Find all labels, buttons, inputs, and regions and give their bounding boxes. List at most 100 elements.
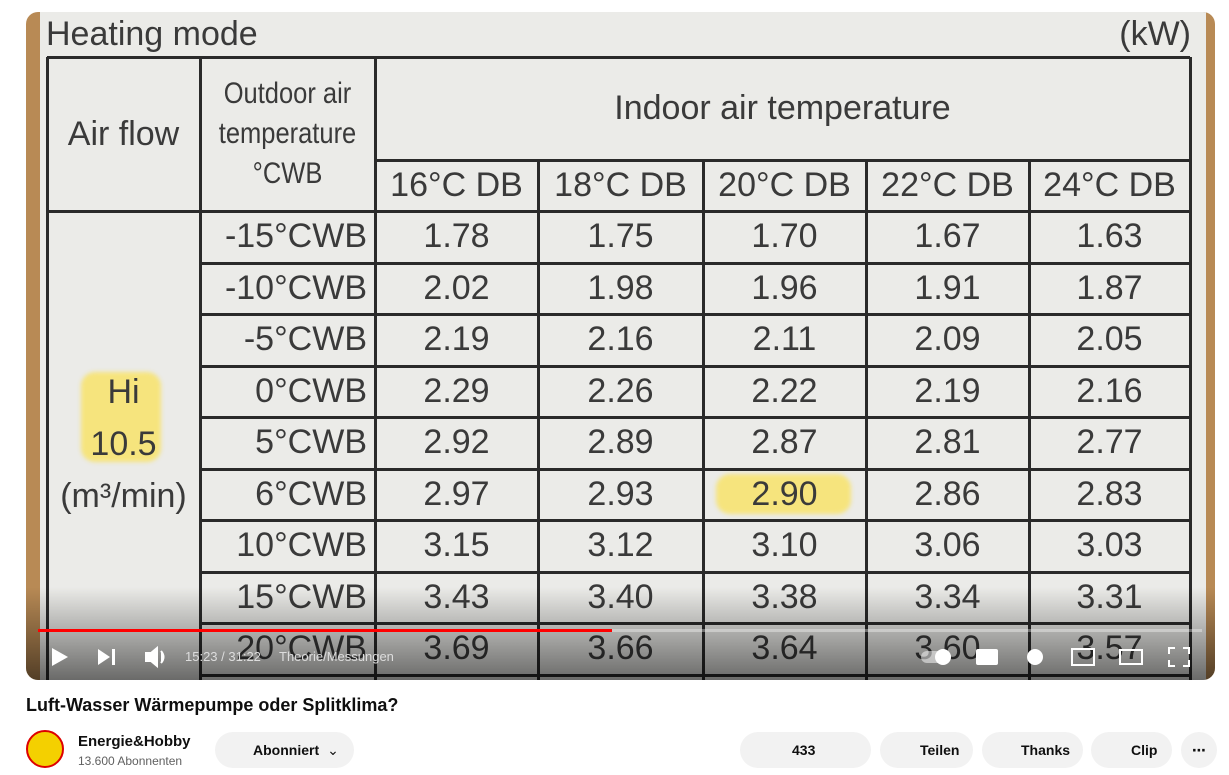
like-count: 433 — [792, 742, 816, 758]
table-value: 2.16 — [587, 320, 654, 359]
thanks-label: Thanks — [1021, 742, 1071, 758]
subscribe-label: Abonniert — [253, 742, 320, 758]
table-value: 2.97 — [423, 474, 490, 513]
airflow-label-line: (m³/min) — [60, 477, 187, 515]
time-display: 15:23 / 31:22 — [185, 649, 261, 664]
table-value: 1.70 — [751, 217, 818, 256]
grid-line — [537, 160, 540, 680]
grid-line — [47, 210, 1190, 213]
grid-line — [374, 57, 377, 680]
table-value: 3.10 — [751, 526, 818, 565]
grid-line — [46, 57, 49, 680]
table-unit: (kW) — [1119, 14, 1191, 53]
table-value: 3.12 — [587, 526, 654, 565]
row-label: -5°CWB — [243, 320, 367, 359]
video-frame — [40, 12, 1206, 680]
share-label: Teilen — [920, 742, 960, 758]
table-value: 2.89 — [587, 423, 654, 462]
grid-line — [1189, 57, 1192, 680]
airflow-label: Hi 10.5 (m³/min) — [47, 211, 200, 680]
table-value: 1.87 — [1076, 268, 1143, 307]
miniplayer-button[interactable] — [1071, 648, 1095, 666]
table-value: 2.77 — [1076, 423, 1143, 462]
outdoor-header-line: Outdoor air — [223, 77, 352, 110]
column-header: 16°C DB — [390, 166, 523, 204]
column-header: 20°C DB — [718, 166, 851, 204]
autoplay-knob — [935, 649, 951, 665]
clip-label: Clip — [1131, 742, 1158, 758]
table-value: 2.29 — [423, 371, 490, 410]
grid-line — [1028, 160, 1031, 680]
grid-line — [200, 313, 1190, 316]
channel-avatar[interactable] — [26, 730, 64, 768]
video-player[interactable]: Heating mode (kW) Air flow Outdoor air tempe… — [26, 12, 1215, 680]
settings-button[interactable] — [1027, 649, 1043, 665]
play-button[interactable] — [52, 648, 68, 666]
highlight — [716, 474, 851, 514]
table: Heating mode (kW) Air flow Outdoor air tempe… — [26, 12, 1215, 680]
chapter[interactable]: Theorie/Messungen — [279, 649, 394, 664]
table-value: 2.05 — [1076, 320, 1143, 359]
grid-line — [375, 159, 1190, 162]
table-value: 2.90 — [751, 474, 818, 513]
player-controls — [52, 645, 1190, 669]
grid-line — [200, 416, 1190, 419]
table-value: 2.19 — [914, 371, 981, 410]
table-value: 2.09 — [914, 320, 981, 359]
table-value: 3.15 — [423, 526, 490, 565]
table-value: 1.91 — [914, 268, 981, 307]
row-label: 5°CWB — [255, 423, 367, 462]
controls-shade — [26, 587, 1215, 680]
fullscreen-button[interactable] — [1168, 647, 1190, 667]
grid-line — [200, 519, 1190, 522]
subtitles-button[interactable] — [976, 649, 998, 665]
volume-button[interactable] — [145, 645, 165, 669]
table-title: Heating mode — [46, 14, 258, 53]
table-value: 1.63 — [1076, 217, 1143, 256]
highlight — [81, 372, 161, 462]
row-label: 6°CWB — [255, 474, 367, 513]
more-button[interactable]: ⋯ — [1181, 732, 1217, 768]
like-button[interactable]: 433 — [740, 732, 871, 768]
table-value: 1.96 — [751, 268, 818, 307]
row-label: -15°CWB — [224, 217, 367, 256]
airflow-header: Air flow — [67, 114, 180, 153]
table-value: 2.16 — [1076, 371, 1143, 410]
grid-line — [200, 261, 1190, 265]
airflow-label-line: Hi — [107, 373, 140, 411]
row-label: 0°CWB — [255, 371, 367, 410]
airflow-label-line: 10.5 — [90, 425, 157, 463]
table-value: 1.75 — [587, 217, 654, 256]
grid-line — [47, 56, 1190, 59]
chevron: ⌄ — [327, 741, 339, 758]
table-value: 2.93 — [587, 474, 654, 513]
table-value: 1.67 — [914, 217, 981, 256]
clip-button[interactable]: Clip — [1091, 732, 1172, 768]
column-header: 24°C DB — [1043, 166, 1176, 204]
column-header: 18°C DB — [554, 166, 687, 204]
table-value: 2.83 — [1076, 474, 1143, 513]
grid-line — [865, 160, 868, 680]
theater-button[interactable] — [1119, 649, 1143, 665]
table-value: 1.98 — [587, 268, 654, 307]
grid-line — [702, 160, 705, 680]
video-title: Luft-Wasser Wärmepumpe oder Splitklima? — [26, 695, 399, 715]
grid-line — [200, 467, 1190, 471]
table-value: 2.26 — [587, 371, 654, 410]
table-value: 1.78 — [423, 217, 490, 256]
outdoor-header-line: temperature — [218, 117, 357, 150]
next-button[interactable] — [98, 649, 115, 665]
grid-line — [200, 570, 1190, 574]
table-value: 3.03 — [1076, 526, 1143, 565]
table-value: 2.11 — [752, 320, 817, 359]
table-value: 2.02 — [423, 268, 490, 307]
outdoor-header: Outdoor air temperature °CWB — [213, 57, 362, 211]
channel-name[interactable]: Energie&Hobby — [78, 733, 191, 750]
progress-track — [38, 629, 1202, 632]
thanks-button[interactable]: Thanks — [982, 732, 1083, 768]
share-button[interactable]: Teilen — [880, 732, 973, 768]
grid-line — [199, 57, 202, 680]
subscribe-button[interactable]: Abonniert ⌄ — [215, 732, 354, 768]
table-value: 2.22 — [751, 371, 818, 410]
